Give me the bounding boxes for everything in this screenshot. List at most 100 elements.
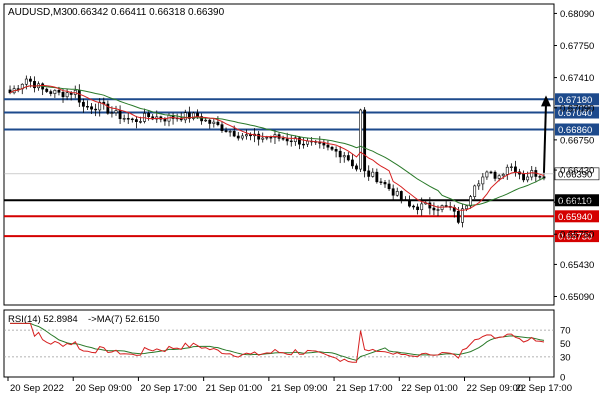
- candle-body: [306, 140, 309, 145]
- time-tick-label: 21 Sep 17:00: [336, 383, 393, 394]
- candle-body: [126, 118, 130, 120]
- current-price-box: [554, 167, 600, 181]
- level-label-box: [555, 93, 599, 106]
- fast-moving-average: [9, 84, 545, 211]
- price-tick-label: 0.67090: [560, 103, 594, 114]
- candle-body: [163, 118, 167, 122]
- candle-body: [387, 183, 391, 190]
- candle-body: [281, 138, 285, 140]
- candle-body: [371, 171, 375, 177]
- candle-body: [228, 131, 232, 133]
- candle-body: [65, 92, 69, 98]
- candle-body: [481, 176, 485, 185]
- price-tick-label: 0.67750: [560, 41, 594, 52]
- candle-body: [473, 185, 477, 197]
- rsi-tick-label: 50: [560, 339, 571, 350]
- ohlc-header: 0.66342 0.66411 0.66318 0.66390: [72, 7, 225, 18]
- candle-body: [326, 144, 330, 148]
- slow-moving-average: [9, 85, 545, 206]
- candle-body: [139, 121, 142, 123]
- candle-body: [334, 148, 338, 152]
- time-tick-label: 22 Sep 09:00: [466, 383, 523, 394]
- candle-body: [485, 171, 489, 178]
- candle-body: [53, 90, 57, 94]
- level-label: 0.65940: [558, 212, 592, 223]
- candle-body: [118, 110, 122, 119]
- candle-body: [342, 155, 346, 158]
- candle-body: [110, 112, 114, 114]
- candle-body: [216, 121, 220, 125]
- rsi-tick-label: 30: [560, 352, 571, 363]
- candle-body: [436, 209, 440, 211]
- candle-body: [456, 210, 460, 223]
- candle-body: [403, 199, 407, 201]
- time-tick-label: 20 Sep 2022: [10, 383, 64, 394]
- candle-body: [477, 183, 481, 187]
- time-tick-label: 21 Sep 09:00: [271, 383, 328, 394]
- candle-body: [432, 207, 436, 211]
- arrow-layer: [541, 95, 551, 173]
- candle-body: [379, 181, 383, 183]
- candle-body: [346, 155, 350, 161]
- candle-body: [412, 205, 415, 208]
- rsi-plot-frame: [3, 309, 555, 378]
- time-tick-label: 22 Sep 01:00: [401, 383, 458, 394]
- time-tick-label: 21 Sep 01:00: [206, 383, 263, 394]
- candle-body: [90, 106, 93, 110]
- candle-body: [501, 174, 505, 177]
- current-price-label: 0.66390: [558, 169, 592, 180]
- candle-body: [395, 191, 399, 196]
- moving-averages-layer: [9, 84, 545, 211]
- candle-body: [208, 119, 212, 124]
- candle-body: [204, 119, 208, 122]
- rsi-ma-line: [10, 322, 545, 361]
- candle-body: [465, 205, 468, 210]
- candle-body: [24, 78, 28, 85]
- rsi-line: [10, 322, 545, 363]
- candle-body: [416, 206, 420, 211]
- forecast-arrow-shaft: [542, 103, 547, 173]
- candle-body: [265, 137, 269, 139]
- candle-body: [289, 140, 293, 143]
- candle-body: [16, 88, 20, 90]
- candle-body: [285, 138, 289, 142]
- candle-body: [399, 191, 403, 200]
- time-tick-label: 20 Sep 17:00: [140, 383, 197, 394]
- candle-body: [49, 91, 53, 94]
- candle-body: [359, 109, 362, 170]
- level-label-box: [555, 230, 599, 243]
- candle-body: [330, 146, 334, 150]
- level-label-box: [555, 106, 599, 119]
- candle-body: [530, 170, 534, 178]
- candle-body: [383, 182, 387, 185]
- candle-body: [183, 112, 187, 121]
- level-label: 0.66110: [558, 196, 592, 207]
- level-label: 0.65730: [558, 232, 592, 243]
- candle-body: [363, 109, 367, 172]
- candle-body: [57, 90, 61, 93]
- candle-body: [224, 130, 228, 132]
- rsi-layer: 70 50 30 0: [4, 322, 571, 384]
- candle-body: [240, 135, 244, 139]
- candle-body: [261, 137, 265, 140]
- candle-body: [375, 171, 379, 183]
- candle-body: [98, 101, 102, 111]
- candle-body: [200, 116, 204, 122]
- price-tick-label: 0.66430: [560, 166, 594, 177]
- price-axis: 0.65090 0.65430 0.65750 0.66090 0.66430 0.667…: [554, 9, 594, 303]
- candle-body: [461, 208, 464, 223]
- candle-body: [293, 137, 297, 142]
- candle-body: [367, 170, 371, 177]
- rsi-tick-label: 0: [560, 373, 565, 384]
- candle-body: [493, 171, 497, 179]
- rsi-tick-label: 70: [560, 326, 571, 337]
- candle-body: [522, 173, 526, 181]
- candle-body: [45, 88, 49, 92]
- candle-body: [428, 202, 432, 209]
- candle-body: [420, 203, 424, 211]
- candle-body: [245, 134, 248, 137]
- rsi-label: RSI(14) 52.8984: [8, 314, 78, 325]
- time-tick-label: 20 Sep 09:00: [75, 383, 132, 394]
- level-label: 0.66860: [558, 125, 592, 136]
